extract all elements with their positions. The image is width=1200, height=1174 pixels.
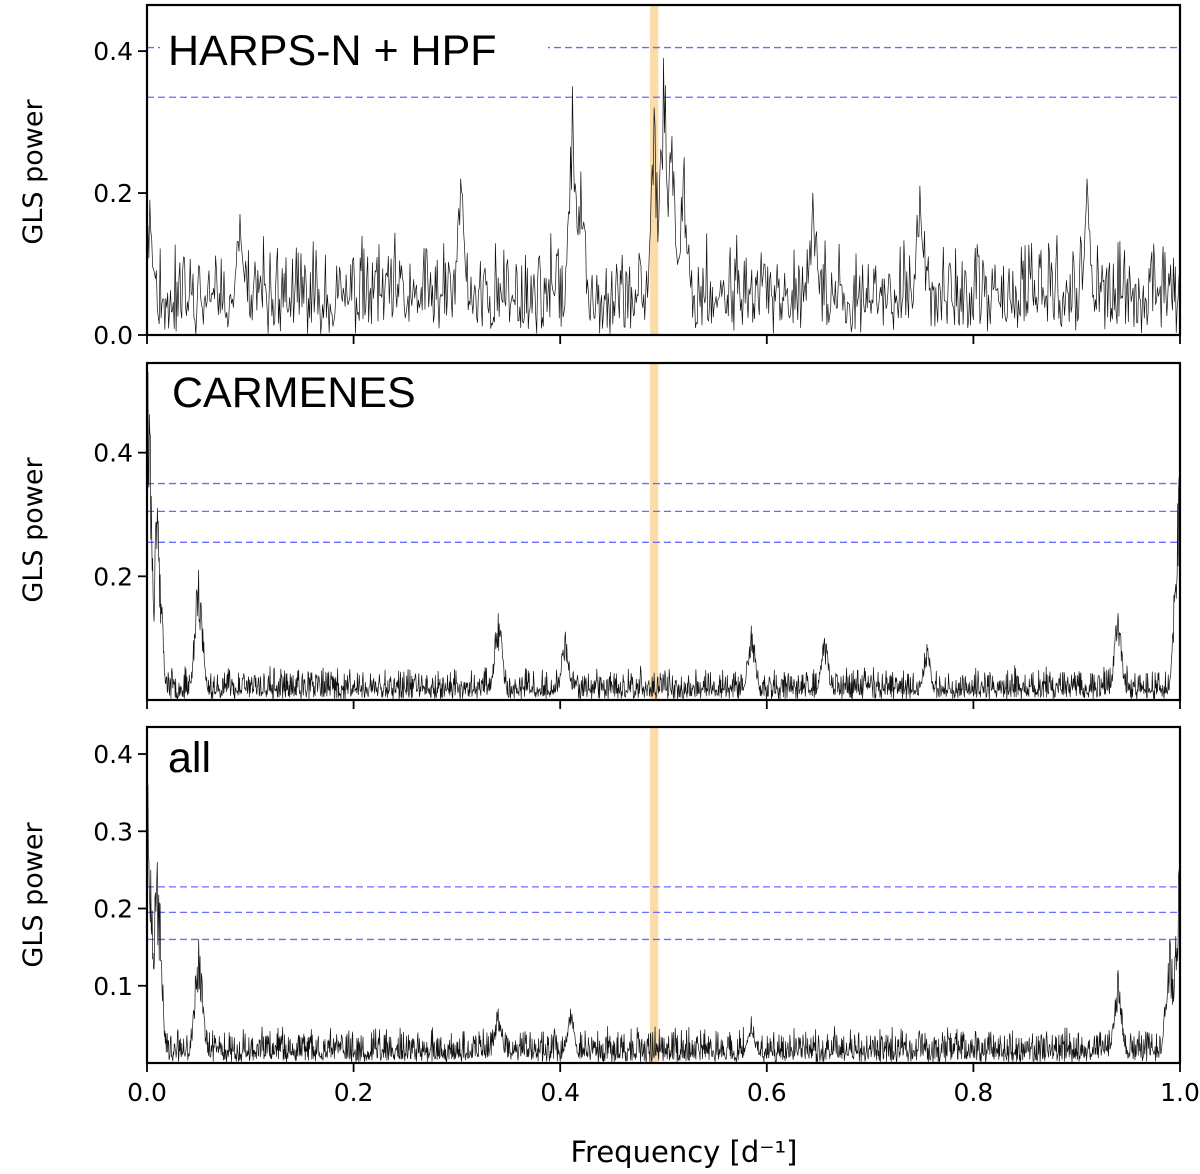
periodogram-trace [146,57,1181,336]
y-axis-label: GLS power [18,822,49,968]
plot-frame [145,725,1182,1065]
x-axis-tick-labels: 0.0 0.2 0.4 0.6 0.8 1.0 [127,1078,1200,1107]
y-tick-label: 0.4 [93,37,133,66]
highlight-band [650,727,659,1063]
y-tick-label: 0.2 [93,562,133,591]
x-tick-label: 0.2 [334,1078,374,1107]
y-tick-label: 0.0 [93,321,133,350]
highlight-band [650,5,659,335]
plot-frame [145,3,1182,337]
x-tick-label: 0.4 [540,1078,580,1107]
periodogram-trace [146,371,1181,701]
y-tick-label: 0.4 [93,439,133,468]
y-tick-label: 0.3 [93,817,133,846]
panel-title: all [168,734,211,782]
y-tick-label: 0.2 [93,179,133,208]
periodogram-trace [146,784,1181,1064]
y-axis-label: GLS power [18,457,49,603]
plot-frame [145,361,1182,702]
panel-title-backdrop [160,22,548,76]
x-tick-label: 0.6 [747,1078,787,1107]
panel-all: 0.1 0.2 0.3 0.4 all GLS power [18,725,1182,1072]
panel-title: HARPS-N + HPF [168,27,497,75]
highlight-band [650,363,659,700]
panel-title: CARMENES [172,369,416,417]
y-axis-label: GLS power [18,99,49,245]
y-tick-label: 0.4 [93,740,133,769]
y-tick-label: 0.2 [93,895,133,924]
panel-harps-hpf: 0.0 0.2 0.4 HARPS-N + HPF GLS power [18,3,1182,350]
x-tick-label: 0.8 [954,1078,994,1107]
y-tick-label: 0.1 [93,972,133,1001]
x-tick-label: 0.0 [127,1078,167,1107]
panel-carmenes: 0.2 0.4 CARMENES GLS power [18,361,1182,709]
x-tick-label: 1.0 [1160,1078,1200,1107]
x-axis-label: Frequency [d⁻¹] [570,1135,797,1169]
